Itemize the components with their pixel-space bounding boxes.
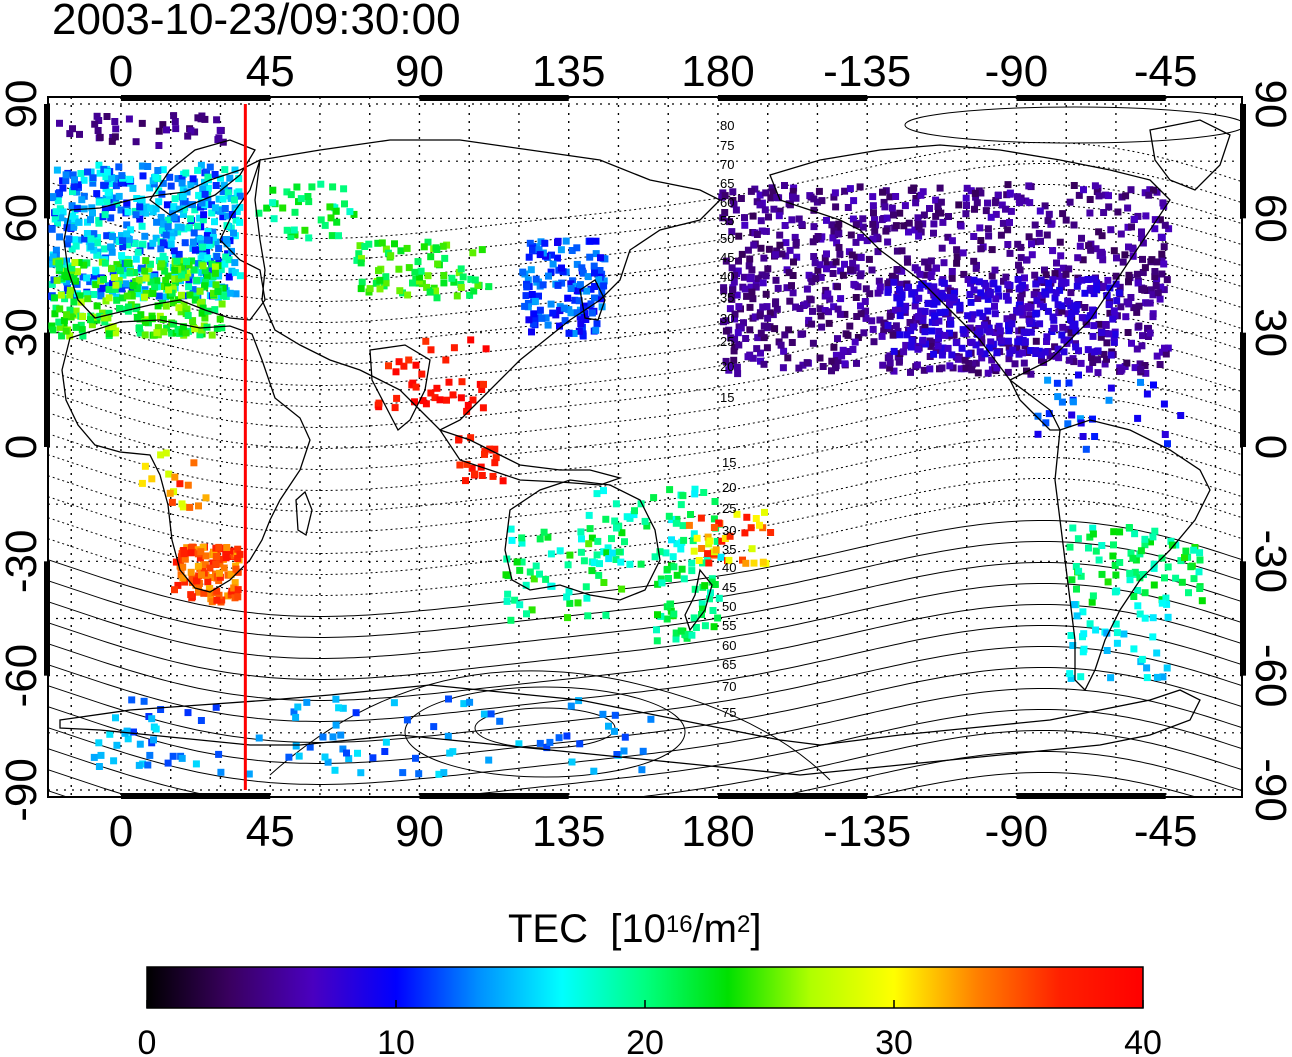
colorbar-variable: TEC [508, 907, 588, 951]
colorbar-unit-prefix: [10 [610, 907, 666, 951]
lon-label-bottom: 45 [246, 807, 295, 856]
contour-label: 75 [722, 705, 736, 720]
lat-label-right: 30 [1246, 308, 1292, 357]
latitude-labels-left: 90 60 30 0 -30 -60 -90 [0, 80, 46, 822]
contour-label: 15 [722, 455, 736, 470]
lat-label-left: 30 [0, 308, 46, 357]
lat-label-right: 90 [1246, 80, 1292, 129]
contour-label: 60 [720, 195, 734, 210]
lat-label-left: -60 [0, 644, 46, 708]
lat-label-left: 90 [0, 80, 46, 129]
contour-label: 20 [722, 480, 736, 495]
contour-label: 65 [720, 176, 734, 191]
lat-label-left: -30 [0, 530, 46, 594]
lon-label-bottom: 135 [532, 807, 605, 856]
coastlines [59, 119, 1231, 776]
colorbar-tick-label: 0 [138, 1024, 157, 1057]
contour-label: 15 [720, 390, 734, 405]
contour-label: 65 [722, 657, 736, 672]
colorbar-ticks: 0 10 20 30 40 [138, 1000, 1162, 1057]
lon-label-bottom: 180 [681, 807, 754, 856]
lat-label-right: -60 [1246, 644, 1292, 708]
contour-label: 80 [720, 118, 734, 133]
colorbar [146, 966, 1144, 1009]
colorbar-unit-exponent-2: 2 [736, 911, 751, 938]
contour-label: 30 [720, 311, 734, 326]
lon-label-bottom: -90 [985, 807, 1049, 856]
contour-label: 45 [722, 580, 736, 595]
contour-label: 35 [720, 290, 734, 305]
colorbar-title: TEC [1016/m2] [508, 906, 761, 952]
contour-label: 35 [722, 542, 736, 557]
contour-label: 40 [722, 560, 736, 575]
lon-label-bottom: 90 [395, 807, 444, 856]
colorbar-tick-label: 40 [1124, 1024, 1162, 1057]
plot-title: 2003-10-23/09:30:00 [52, 0, 461, 44]
colorbar-unit-suffix: ] [750, 907, 762, 951]
contour-label: 75 [720, 138, 734, 153]
latitude-labels-right: 90 60 30 0 -30 -60 -90 [1246, 80, 1292, 822]
lat-label-right: 0 [1246, 435, 1292, 459]
contour-label: 45 [720, 250, 734, 265]
lon-label-top: 135 [532, 47, 605, 96]
colorbar-tick-label: 20 [626, 1024, 664, 1057]
lon-label-top: -90 [985, 47, 1049, 96]
contour-label: 70 [720, 157, 734, 172]
contour-label: 55 [722, 618, 736, 633]
lat-label-right: 60 [1246, 194, 1292, 243]
colorbar-tick-label: 30 [875, 1024, 913, 1057]
lon-label-top: 90 [395, 47, 444, 96]
lon-label-top: -45 [1134, 47, 1198, 96]
contour-labels: 80 75 70 65 60 55 50 45 40 35 30 25 20 15 15 20 25 30 35 40… [720, 118, 736, 720]
lat-label-left: 60 [0, 194, 46, 243]
contour-label: 50 [720, 231, 734, 246]
lon-label-top: 180 [681, 47, 754, 96]
lon-label-top: 45 [246, 47, 295, 96]
contour-label: 70 [722, 679, 736, 694]
contour-label: 20 [720, 359, 734, 374]
contour-label: 25 [720, 334, 734, 349]
contour-label: 25 [722, 501, 736, 516]
lat-label-right: -30 [1246, 530, 1292, 594]
contour-label: 40 [720, 269, 734, 284]
lat-label-right: -90 [1246, 758, 1292, 822]
longitude-labels-top: 0 45 90 135 180 -135 -90 -45 [109, 47, 1198, 96]
lon-label-bottom: -45 [1134, 807, 1198, 856]
lon-label-bottom: -135 [823, 807, 911, 856]
lon-label-top: -135 [823, 47, 911, 96]
contour-label: 60 [722, 638, 736, 653]
longitude-labels-bottom: 0 45 90 135 180 -135 -90 -45 [109, 807, 1198, 856]
contour-label: 55 [720, 213, 734, 228]
contour-label: 50 [722, 599, 736, 614]
tec-data-points [48, 112, 1206, 778]
lon-label-top: 0 [109, 47, 133, 96]
colorbar-tick-label: 10 [377, 1024, 415, 1057]
map-frame [47, 96, 1243, 798]
colorbar-unit-exponent: 16 [665, 911, 693, 938]
colorbar-unit-mid: /m [692, 907, 737, 951]
contour-label: 30 [722, 523, 736, 538]
lat-label-left: -90 [0, 758, 46, 822]
lon-label-bottom: 0 [109, 807, 133, 856]
lat-label-left: 0 [0, 435, 46, 459]
